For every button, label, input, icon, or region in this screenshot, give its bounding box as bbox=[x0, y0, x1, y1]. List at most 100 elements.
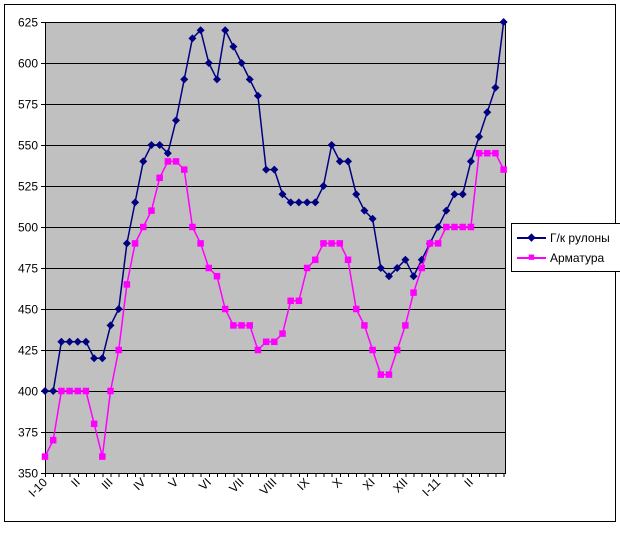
data-point-square bbox=[164, 158, 172, 165]
diamond-marker-icon: ◆ bbox=[527, 231, 536, 243]
data-point-square bbox=[328, 240, 335, 247]
data-point-diamond bbox=[278, 190, 287, 199]
data-point-square bbox=[500, 166, 507, 173]
legend-label: Г/к рулоны bbox=[550, 230, 610, 245]
data-point-diamond bbox=[475, 132, 484, 141]
data-point-square bbox=[451, 223, 458, 231]
data-point-square bbox=[443, 223, 450, 231]
y-axis-label: 625 bbox=[18, 16, 38, 30]
data-point-diamond bbox=[81, 337, 90, 346]
data-point-square bbox=[352, 305, 360, 313]
data-point-diamond bbox=[344, 157, 353, 166]
data-point-square bbox=[459, 223, 466, 231]
data-point-diamond bbox=[262, 165, 271, 174]
y-axis-label: 575 bbox=[18, 98, 38, 112]
y-axis-label: 425 bbox=[18, 344, 38, 358]
square-marker-icon: ■ bbox=[528, 251, 535, 263]
data-point-square bbox=[369, 346, 376, 354]
data-point-square bbox=[107, 387, 114, 395]
data-point-square bbox=[230, 322, 237, 329]
y-axis-label: 450 bbox=[18, 303, 38, 317]
data-point-square bbox=[156, 174, 163, 182]
data-point-square bbox=[303, 264, 311, 272]
data-point-diamond bbox=[204, 59, 213, 67]
data-point-square bbox=[344, 256, 352, 264]
data-point-diamond bbox=[360, 206, 369, 215]
data-point-diamond bbox=[303, 198, 312, 207]
data-point-diamond bbox=[122, 239, 131, 248]
series-line-sample bbox=[517, 237, 546, 239]
data-point-square bbox=[90, 420, 98, 428]
data-point-square bbox=[410, 289, 417, 296]
data-point-diamond bbox=[139, 157, 148, 166]
data-point-diamond bbox=[98, 354, 107, 363]
data-point-diamond bbox=[294, 198, 303, 207]
data-point-diamond bbox=[131, 198, 140, 207]
data-point-square bbox=[312, 256, 319, 264]
data-point-diamond bbox=[458, 190, 467, 199]
y-axis-label: 500 bbox=[18, 221, 38, 235]
data-point-diamond bbox=[212, 75, 221, 84]
data-point-square bbox=[393, 346, 401, 354]
data-point-square bbox=[295, 297, 303, 305]
data-point-square bbox=[221, 305, 229, 313]
data-point-square bbox=[385, 371, 393, 378]
data-point-square bbox=[66, 387, 73, 395]
data-point-diamond bbox=[434, 223, 443, 231]
data-point-square bbox=[320, 240, 327, 247]
data-point-square bbox=[172, 158, 180, 165]
data-point-diamond bbox=[376, 264, 385, 272]
series-line-sample bbox=[517, 257, 546, 259]
data-point-square bbox=[74, 387, 82, 395]
data-point-diamond bbox=[335, 157, 344, 166]
data-point-square bbox=[205, 264, 213, 272]
data-point-square bbox=[99, 453, 106, 460]
y-axis-label: 400 bbox=[18, 385, 38, 399]
data-point-diamond bbox=[442, 206, 451, 215]
data-point-square bbox=[434, 240, 442, 247]
data-point-diamond bbox=[286, 198, 295, 207]
data-point-diamond bbox=[352, 190, 361, 199]
y-axis-label: 350 bbox=[18, 467, 38, 481]
data-point-diamond bbox=[90, 354, 99, 363]
data-point-diamond bbox=[49, 387, 58, 395]
data-point-square bbox=[426, 240, 434, 247]
data-point-diamond bbox=[327, 141, 336, 149]
data-point-square bbox=[115, 346, 122, 354]
data-point-square bbox=[492, 149, 499, 157]
data-point-diamond bbox=[188, 34, 197, 43]
y-axis-label: 600 bbox=[18, 57, 38, 71]
data-point-diamond bbox=[311, 198, 320, 207]
legend-item-coils: ◆ Г/к рулоны bbox=[517, 230, 617, 245]
data-point-square bbox=[262, 338, 270, 346]
data-point-square bbox=[238, 322, 245, 329]
y-axis-label: 525 bbox=[18, 180, 38, 194]
legend-item-rebar: ■ Арматура bbox=[517, 251, 617, 265]
data-point-diamond bbox=[368, 214, 377, 223]
data-point-diamond bbox=[221, 26, 230, 35]
data-point-square bbox=[484, 149, 491, 157]
data-point-square bbox=[467, 223, 475, 231]
data-point-square bbox=[271, 338, 278, 346]
data-point-diamond bbox=[499, 18, 508, 26]
data-point-diamond bbox=[450, 190, 459, 199]
data-point-square bbox=[140, 223, 147, 231]
data-point-diamond bbox=[253, 91, 262, 100]
data-point-diamond bbox=[180, 75, 189, 84]
legend-sample: ◆ bbox=[517, 231, 546, 244]
data-point-square bbox=[82, 387, 90, 395]
y-axis-label: 475 bbox=[18, 262, 38, 276]
data-point-diamond bbox=[172, 116, 181, 125]
data-point-diamond bbox=[319, 182, 328, 190]
data-point-square bbox=[148, 207, 155, 214]
data-point-diamond bbox=[73, 337, 82, 346]
data-point-square bbox=[197, 240, 204, 247]
legend-sample: ■ bbox=[517, 251, 546, 264]
data-point-diamond bbox=[237, 59, 246, 67]
data-point-diamond bbox=[491, 83, 500, 92]
data-point-diamond bbox=[483, 108, 492, 117]
data-point-square bbox=[287, 297, 294, 305]
data-point-diamond bbox=[114, 305, 123, 313]
data-point-diamond bbox=[393, 264, 402, 272]
